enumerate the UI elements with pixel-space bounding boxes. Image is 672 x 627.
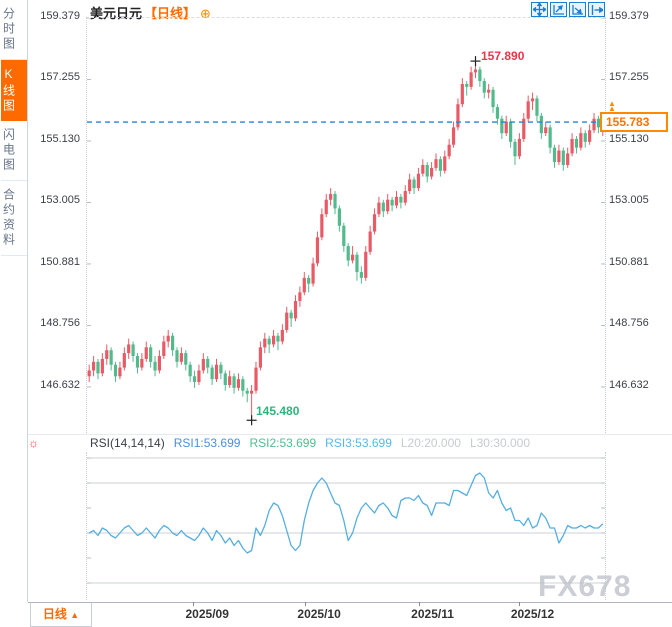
price-tick-label: 155.130 (40, 132, 80, 145)
rsi-header: RSI(14,14,14) RSI1:53.699 RSI2:53.699 RSI3:… (90, 436, 539, 450)
low-price-annotation: 145.480 (256, 404, 300, 418)
price-axis-right: 159.379 157.255 155.130 153.005 150.881 148.7… (609, 0, 669, 432)
price-tick-label: 150.881 (609, 255, 649, 268)
rsi3-value: RSI3:53.699 (325, 436, 392, 450)
sidebar-item-candle-chart[interactable]: K线图 (0, 60, 27, 121)
price-tick-label: 148.756 (609, 317, 649, 330)
chart-toolbar (531, 2, 605, 17)
rsi1-value: RSI1:53.699 (173, 436, 241, 450)
price-tick-label: 157.255 (40, 71, 80, 84)
price-tick-label: 150.881 (40, 255, 80, 268)
panel-divider (28, 434, 672, 435)
price-tick-label: 159.379 (40, 10, 80, 22)
high-price-annotation: 157.890 (481, 49, 525, 63)
rsi-chart-canvas[interactable] (86, 452, 606, 600)
price-tick-label: 159.379 (609, 10, 649, 22)
x-axis-label: 2025/09 (185, 607, 229, 621)
x-axis-label: 2025/12 (510, 607, 555, 621)
price-up-arrow-icon: ▲ ▲ (608, 99, 616, 113)
price-tick-label: 153.005 (40, 194, 80, 207)
price-tick-label: 146.632 (40, 378, 80, 391)
move-tool-icon[interactable] (531, 2, 548, 17)
price-tick-label: 155.130 (609, 132, 649, 145)
price-tick-label: 146.632 (609, 378, 649, 391)
current-price-tag: 155.783 (600, 112, 668, 132)
x-axis-tick (418, 602, 420, 606)
price-tick-label: 148.756 (40, 317, 80, 330)
rsi-axis-left: 80.00070.00060.00050.00040.00030.000 (28, 452, 80, 600)
time-axis-band (0, 602, 672, 627)
price-tick-label: 157.255 (609, 71, 649, 84)
sidebar: 分时图 K线图 闪电图 合约资料 (0, 0, 28, 602)
rsi-l20-value: L20:20.000 (400, 436, 461, 450)
period-selector-tab[interactable]: 日线 ▲ (30, 602, 92, 627)
rsi-settings-icon[interactable]: ☼ (28, 436, 39, 450)
price-axis-left: 159.379 157.255 155.130 153.005 150.881 148.7… (28, 0, 80, 432)
time-axis-rule (28, 602, 672, 603)
price-chart-canvas[interactable] (86, 17, 606, 433)
price-tick-label: 153.005 (609, 194, 649, 207)
x-axis-tick (305, 602, 307, 606)
rsi-l30-value: L30:30.000 (469, 436, 530, 450)
sidebar-item-contract-info[interactable]: 合约资料 (0, 181, 27, 256)
watermark: FX678 (538, 570, 632, 603)
rsi2-value: RSI2:53.699 (249, 436, 317, 450)
fit-horizontal-icon[interactable] (550, 2, 567, 17)
x-axis-tick (518, 602, 520, 606)
exit-chart-icon[interactable] (588, 2, 605, 17)
add-indicator-icon[interactable]: ⊕ (200, 6, 211, 21)
sidebar-item-time-chart[interactable]: 分时图 (0, 0, 27, 60)
period-tab-label: 日线 (42, 607, 67, 621)
x-axis-label: 2025/11 (411, 607, 454, 621)
sidebar-item-lightning-chart[interactable]: 闪电图 (0, 121, 27, 181)
x-axis-label: 2025/10 (297, 607, 341, 621)
chevron-up-icon: ▲ (70, 610, 80, 620)
x-axis-tick (193, 602, 195, 606)
fit-vertical-icon[interactable] (569, 2, 586, 17)
rsi-indicator-name: RSI(14,14,14) (90, 436, 165, 450)
